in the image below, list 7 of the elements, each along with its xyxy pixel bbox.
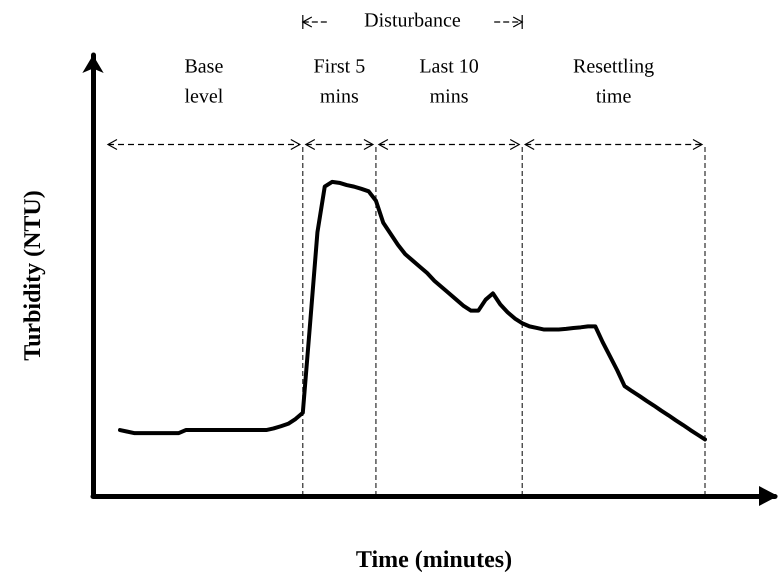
- x-axis-title: Time (minutes): [356, 547, 512, 573]
- text: First 5 mins: [314, 55, 366, 108]
- text: Base level: [184, 55, 224, 108]
- text: Resettling time: [573, 55, 654, 108]
- text: Disturbance: [364, 10, 461, 32]
- y-axis-title: Turbidity (NTU): [20, 190, 46, 361]
- text: Last 10 mins: [419, 55, 479, 108]
